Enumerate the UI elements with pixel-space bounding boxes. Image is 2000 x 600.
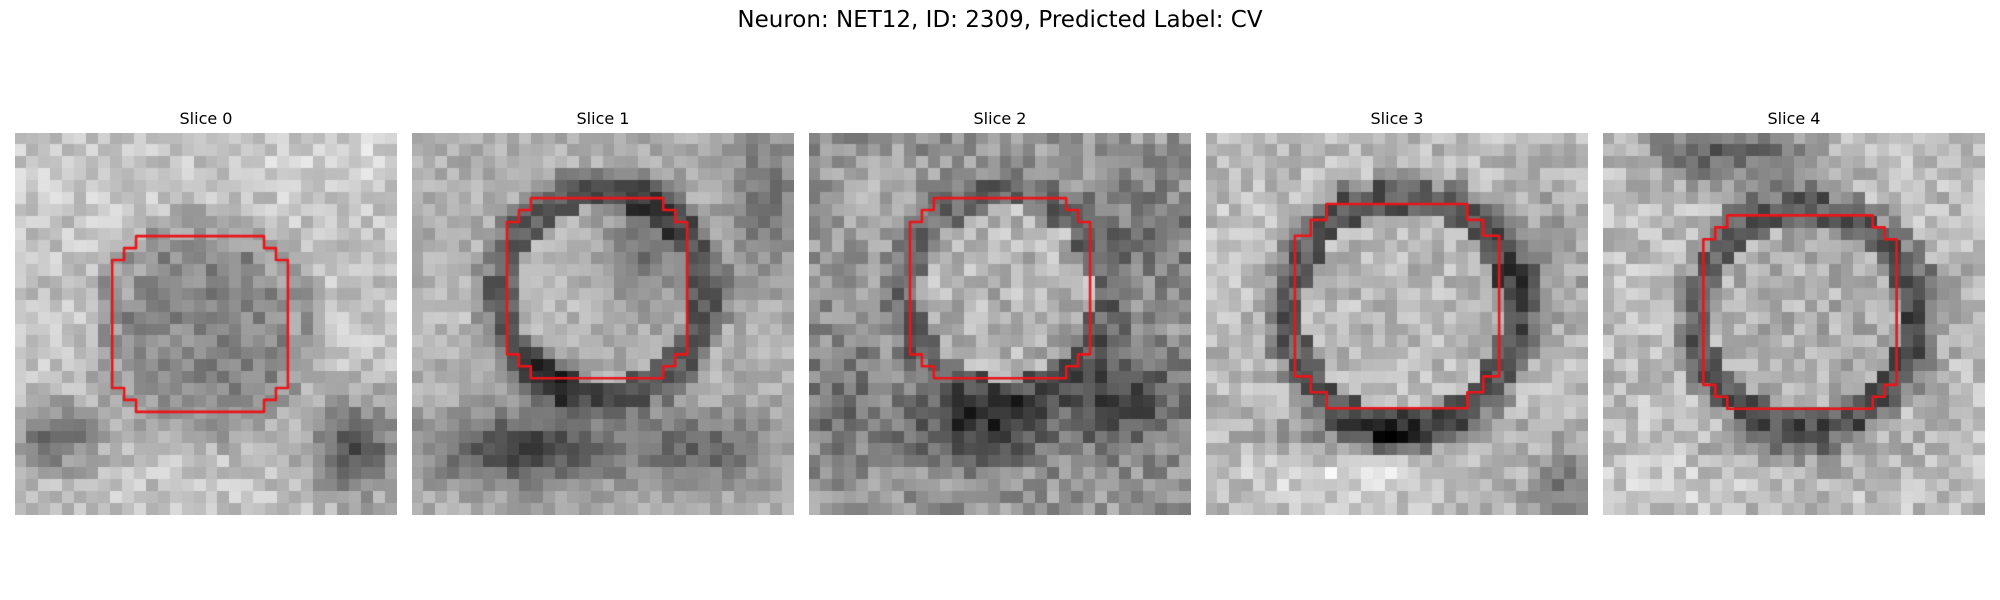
slice-title-4: Slice 4 (1767, 109, 1821, 128)
slice-image-4 (1603, 133, 1985, 515)
slice-title-1: Slice 1 (576, 109, 630, 128)
slice-title-2: Slice 2 (973, 109, 1027, 128)
slice-panel-2: Slice 2 (809, 109, 1191, 519)
figure-title: Neuron: NET12, ID: 2309, Predicted Label… (737, 7, 1263, 33)
slice-image-0 (15, 133, 397, 515)
slice-title-3: Slice 3 (1370, 109, 1424, 128)
slice-image-2 (809, 133, 1191, 515)
slice-title-0: Slice 0 (179, 109, 233, 128)
slice-image-1 (412, 133, 794, 515)
slice-image-3 (1206, 133, 1588, 515)
slice-panel-4: Slice 4 (1603, 109, 1985, 519)
slice-panel-3: Slice 3 (1206, 109, 1588, 519)
slice-panel-1: Slice 1 (412, 109, 794, 519)
slice-panel-0: Slice 0 (15, 109, 397, 519)
